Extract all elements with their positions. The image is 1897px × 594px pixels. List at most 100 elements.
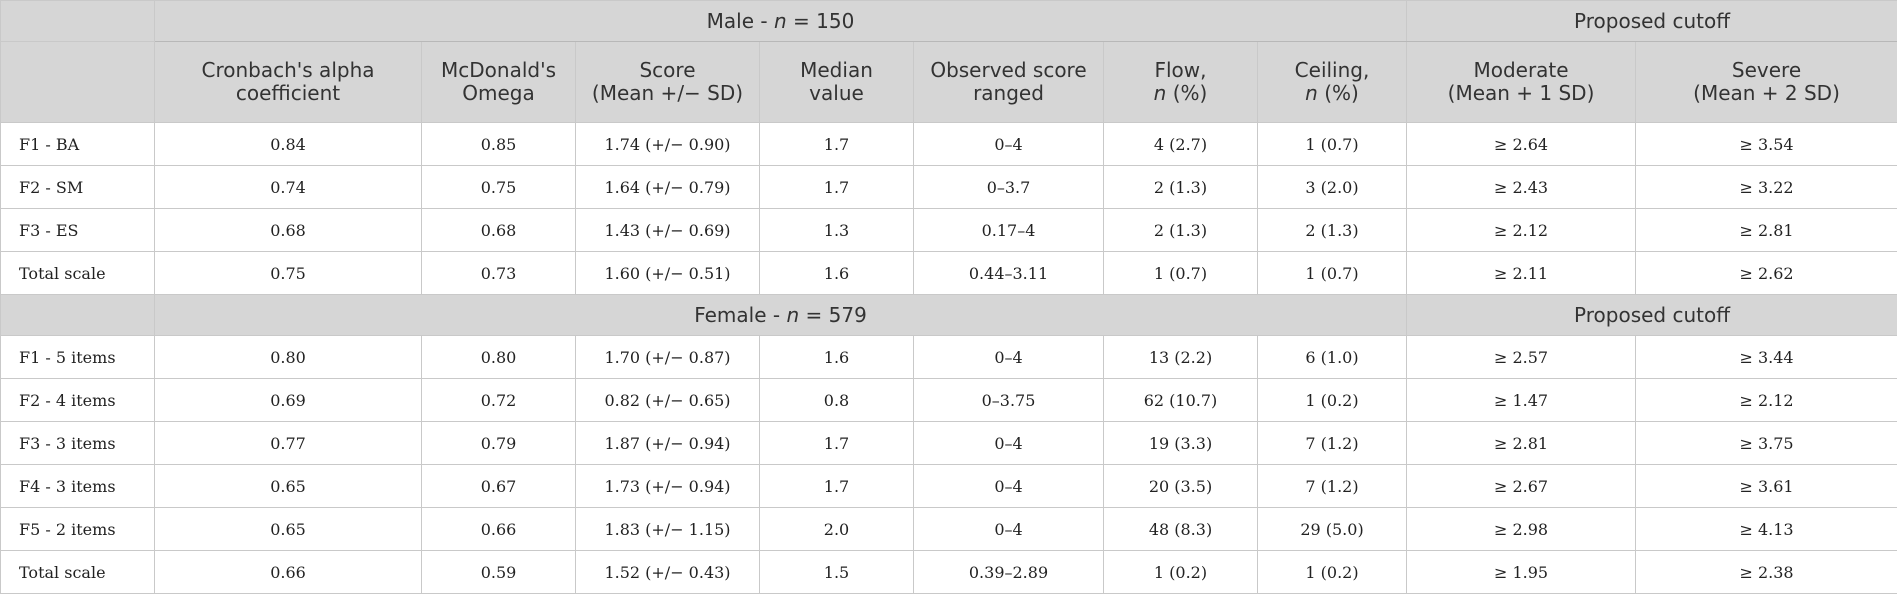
table-cell: ≥ 2.43 [1407, 166, 1636, 209]
row-label: Total scale [1, 551, 155, 594]
male-group-prefix: Male - [707, 9, 774, 33]
table-cell: 1.6 [760, 336, 914, 379]
table-cell: 2.0 [760, 508, 914, 551]
table-header: Male - n = 150 Proposed cutoff Cronbach'… [1, 1, 1897, 123]
female-n-symbol: n [786, 303, 799, 327]
table-cell: 0–4 [914, 465, 1104, 508]
female-section: Female - n = 579 Proposed cutoff [1, 295, 1897, 336]
table-cell: 2 (1.3) [1258, 209, 1407, 252]
table-cell: 0.65 [155, 465, 422, 508]
table-cell: 1 (0.2) [1104, 551, 1258, 594]
table-cell: 1 (0.7) [1258, 123, 1407, 166]
col-header-ceiling: Ceiling,n (%) [1258, 42, 1407, 123]
corner-cell [1, 295, 155, 336]
table-cell: 1.6 [760, 252, 914, 295]
table-cell: ≥ 2.98 [1407, 508, 1636, 551]
col-header-severe: Severe(Mean + 2 SD) [1636, 42, 1897, 123]
table-cell: 0.80 [422, 336, 576, 379]
table-cell: ≥ 4.13 [1636, 508, 1897, 551]
male-group-row: Male - n = 150 Proposed cutoff [1, 1, 1897, 42]
table-cell: 3 (2.0) [1258, 166, 1407, 209]
table-cell: 0.80 [155, 336, 422, 379]
table-cell: 0.73 [422, 252, 576, 295]
female-group-prefix: Female - [694, 303, 786, 327]
row-label: F3 - ES [1, 209, 155, 252]
table-cell: 0.79 [422, 422, 576, 465]
table-cell: 0.77 [155, 422, 422, 465]
table-cell: ≥ 2.11 [1407, 252, 1636, 295]
table-cell: 0–3.7 [914, 166, 1104, 209]
table-cell: 7 (1.2) [1258, 465, 1407, 508]
table-cell: 0.17–4 [914, 209, 1104, 252]
table-cell: ≥ 3.61 [1636, 465, 1897, 508]
row-label: F2 - SM [1, 166, 155, 209]
table-cell: 1.7 [760, 465, 914, 508]
table-cell: ≥ 3.22 [1636, 166, 1897, 209]
table-cell: ≥ 2.12 [1407, 209, 1636, 252]
table-cell: 4 (2.7) [1104, 123, 1258, 166]
table-cell: 0.84 [155, 123, 422, 166]
row-label: F4 - 3 items [1, 465, 155, 508]
table-cell: 0–4 [914, 123, 1104, 166]
table-cell: ≥ 3.54 [1636, 123, 1897, 166]
table-cell: 0.66 [422, 508, 576, 551]
table-cell: ≥ 2.67 [1407, 465, 1636, 508]
row-label: F5 - 2 items [1, 508, 155, 551]
col-header-moderate: Moderate(Mean + 1 SD) [1407, 42, 1636, 123]
table-cell: 6 (1.0) [1258, 336, 1407, 379]
table-cell: 13 (2.2) [1104, 336, 1258, 379]
male-n-value: = 150 [787, 9, 855, 33]
row-label: F2 - 4 items [1, 379, 155, 422]
table-cell: 1.60 (+/− 0.51) [576, 252, 760, 295]
female-group-row: Female - n = 579 Proposed cutoff [1, 295, 1897, 336]
table-cell: 1.43 (+/− 0.69) [576, 209, 760, 252]
table-cell: 2 (1.3) [1104, 166, 1258, 209]
table-cell: ≥ 2.38 [1636, 551, 1897, 594]
female-cutoff-title: Proposed cutoff [1407, 295, 1897, 336]
female-n-value: = 579 [799, 303, 867, 327]
table-cell: 1.87 (+/− 0.94) [576, 422, 760, 465]
table-cell: ≥ 2.57 [1407, 336, 1636, 379]
row-label: Total scale [1, 252, 155, 295]
table-cell: 0.65 [155, 508, 422, 551]
table-cell: 0.85 [422, 123, 576, 166]
table-cell: 7 (1.2) [1258, 422, 1407, 465]
table-cell: 0.82 (+/− 0.65) [576, 379, 760, 422]
row-label: F3 - 3 items [1, 422, 155, 465]
table-cell: 0.74 [155, 166, 422, 209]
table-cell: 1 (0.7) [1258, 252, 1407, 295]
col-header-observed-range: Observed score ranged [914, 42, 1104, 123]
table-cell: 20 (3.5) [1104, 465, 1258, 508]
table-cell: 19 (3.3) [1104, 422, 1258, 465]
row-label: F1 - BA [1, 123, 155, 166]
table-cell: 1.70 (+/− 0.87) [576, 336, 760, 379]
row-label: F1 - 5 items [1, 336, 155, 379]
table-cell: 62 (10.7) [1104, 379, 1258, 422]
table-cell: 0–4 [914, 508, 1104, 551]
table-cell: 0.39–2.89 [914, 551, 1104, 594]
table-cell: 1 (0.2) [1258, 379, 1407, 422]
table-cell: 0.68 [422, 209, 576, 252]
table-cell: 0.59 [422, 551, 576, 594]
male-group-title: Male - n = 150 [155, 1, 1407, 42]
table-cell: 0–4 [914, 336, 1104, 379]
col-header-flow: Flow,n (%) [1104, 42, 1258, 123]
table-cell: ≥ 3.75 [1636, 422, 1897, 465]
table-cell: 48 (8.3) [1104, 508, 1258, 551]
table-cell: ≥ 2.12 [1636, 379, 1897, 422]
table-cell: 1.7 [760, 422, 914, 465]
table-cell: ≥ 2.64 [1407, 123, 1636, 166]
table-cell: 0.67 [422, 465, 576, 508]
